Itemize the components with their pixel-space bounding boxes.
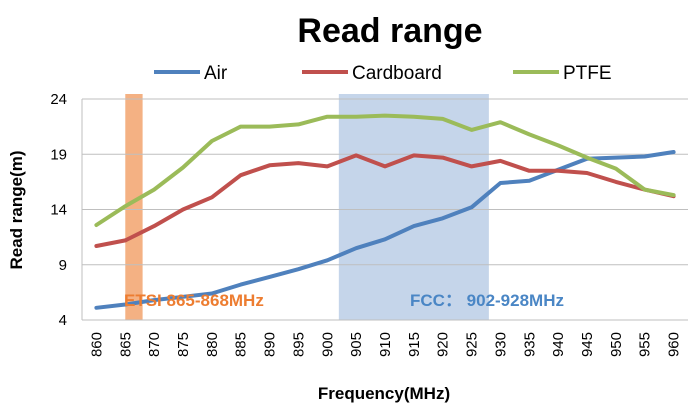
x-tick-label: 860	[88, 332, 105, 357]
legend-label-air: Air	[204, 63, 228, 84]
x-axis-title: Frequency(MHz)	[318, 384, 450, 403]
x-tick-label: 880	[204, 332, 221, 357]
x-tick-label: 930	[492, 332, 509, 357]
x-tick-label: 915	[406, 332, 423, 357]
x-tick-label: 940	[550, 332, 567, 357]
band-rect-0	[125, 94, 143, 320]
series-line-ptfe	[94, 113, 676, 227]
y-tick-label: 14	[50, 202, 67, 219]
band-label-1: FCC： 902-928MHz	[410, 291, 564, 310]
series-lines	[94, 113, 676, 310]
band-labels: ETSI 865-868MHz FCC： 902-928MHz	[124, 291, 564, 310]
legend: Air Cardboard PTFE	[154, 63, 612, 84]
x-tick-label: 890	[262, 332, 279, 357]
y-axis-ticks: 4 9 14 19 24	[50, 91, 67, 329]
y-tick-label: 19	[50, 146, 67, 163]
x-tick-label: 900	[319, 332, 336, 357]
x-tick-label: 885	[233, 332, 250, 357]
chart-title: Read range	[297, 12, 482, 50]
x-tick-label: 870	[146, 332, 163, 357]
y-tick-label: 24	[50, 91, 67, 108]
x-tick-label: 925	[464, 332, 481, 357]
x-tick-label: 960	[666, 332, 683, 357]
series-line-cardboard	[94, 153, 676, 248]
x-tick-label: 865	[117, 332, 134, 357]
x-tick-label: 950	[608, 332, 625, 357]
band-label-0: ETSI 865-868MHz	[124, 291, 264, 310]
x-tick-label: 935	[521, 332, 538, 357]
legend-label-ptfe: PTFE	[563, 63, 612, 84]
x-tick-label: 920	[435, 332, 452, 357]
x-axis-ticks: 860 865 870 875 880 885 890 895 900 905 910 915 920 9…	[88, 332, 682, 357]
x-tick-label: 895	[290, 332, 307, 357]
highlight-bands	[125, 94, 489, 320]
x-tick-label: 945	[579, 332, 596, 357]
y-axis-title: Read range(m)	[7, 150, 26, 269]
x-tick-label: 905	[348, 332, 365, 357]
x-tick-label: 955	[637, 332, 654, 357]
x-tick-label: 875	[175, 332, 192, 357]
series-line-air	[94, 150, 676, 310]
y-tick-label: 4	[59, 312, 67, 329]
y-tick-label: 9	[59, 257, 67, 274]
band-rect-1	[338, 94, 489, 320]
x-tick-label: 910	[377, 332, 394, 357]
legend-label-cardboard: Cardboard	[352, 63, 442, 84]
